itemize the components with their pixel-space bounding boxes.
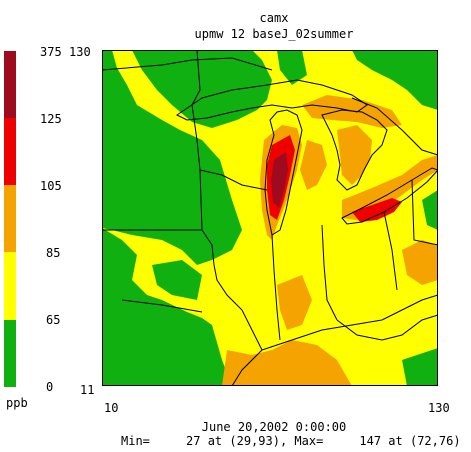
legend-swatch-orange xyxy=(4,185,16,252)
field-orange-michigan-interior xyxy=(300,140,327,190)
field-green-southwest-patch xyxy=(152,260,202,300)
state-line-south xyxy=(121,299,263,386)
field-orange-south-lobe xyxy=(277,275,312,330)
ohio-river xyxy=(336,314,438,341)
field-orange-east-tail xyxy=(402,240,438,285)
field-green-east-edge xyxy=(422,190,438,230)
state-line-minnesota xyxy=(191,50,203,231)
field-orange-southwest-ring xyxy=(222,340,352,386)
legend-label-85: 85 xyxy=(46,246,61,260)
y-axis-bottom-label: 11 xyxy=(80,383,95,397)
legend-unit: ppb xyxy=(6,396,28,410)
state-line-pa xyxy=(411,179,438,246)
lake-erie-outline xyxy=(341,167,438,225)
color-legend xyxy=(4,51,16,387)
field-red-lake-erie xyxy=(352,198,402,222)
field-green-north xyxy=(277,50,307,85)
field-green-west xyxy=(102,50,242,265)
legend-label-375: 375 xyxy=(40,45,62,59)
footer-datetime: June 20,2002 0:00:00 xyxy=(201,420,347,434)
boundary-lines xyxy=(102,50,438,386)
lake-huron-outline xyxy=(321,109,388,191)
state-line-ohio xyxy=(321,224,338,321)
legend-label-0: 0 xyxy=(46,380,54,394)
state-line-indiana xyxy=(271,234,281,341)
legend-swatch-red xyxy=(4,118,16,185)
field-orange-lake-erie-band xyxy=(342,155,438,220)
legend-label-65: 65 xyxy=(46,313,61,327)
canada-us-border xyxy=(102,57,438,156)
legend-swatch-green xyxy=(4,320,16,387)
state-line-wisconsin xyxy=(199,169,268,191)
field-orange-lake-huron xyxy=(337,125,372,185)
x-axis-right-label: 130 xyxy=(428,401,450,415)
lake-michigan-outline xyxy=(264,109,303,236)
field-darkred-core xyxy=(271,152,288,208)
field-green-southwest xyxy=(102,228,232,386)
y-axis-top-label: 130 xyxy=(69,45,91,59)
legend-swatch-darkred xyxy=(4,51,16,118)
field-green-east-patch xyxy=(402,348,438,386)
legend-label-125: 125 xyxy=(40,112,62,126)
field-green-northeast xyxy=(352,50,438,110)
plot-frame xyxy=(102,50,438,386)
map-title-model: camx xyxy=(259,11,289,25)
x-axis-left-label: 10 xyxy=(104,401,119,415)
state-line-kentucky xyxy=(261,294,438,351)
map-title-run: upmw 12 baseJ_02summer xyxy=(194,27,354,41)
state-line-ohio-east xyxy=(383,211,398,291)
state-line-iowa-missouri xyxy=(102,229,215,266)
footer-min-max-stats: Min= 27 at (29,93), Max= 147 at (72,76) xyxy=(121,434,461,448)
legend-swatch-yellow xyxy=(4,252,16,320)
ozone-concentration-map xyxy=(102,50,438,386)
legend-label-105: 105 xyxy=(40,179,62,193)
field-green-northcentral xyxy=(132,50,272,128)
state-line-illinois xyxy=(213,264,263,351)
